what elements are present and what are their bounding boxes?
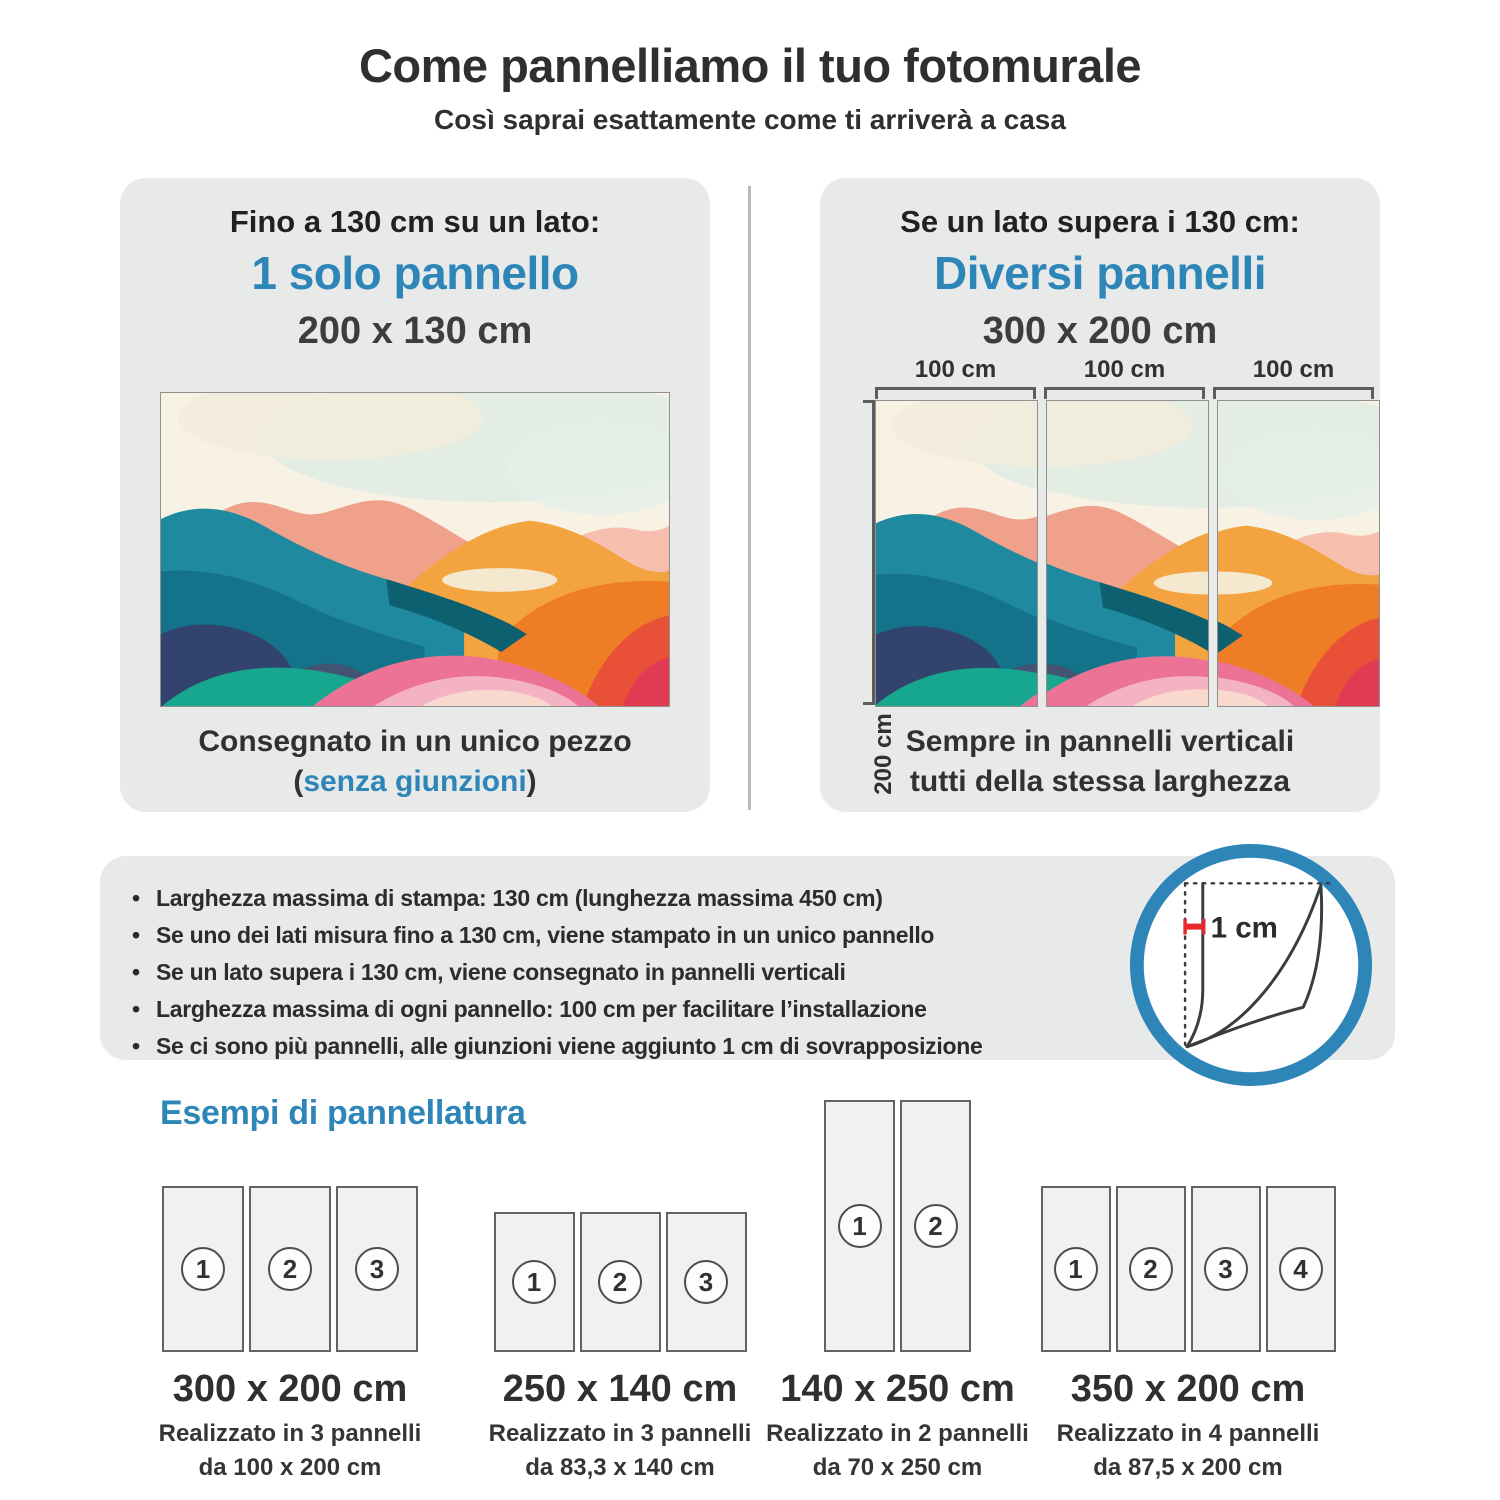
example-caption-line1: Realizzato in 2 pannelli bbox=[766, 1420, 1029, 1447]
dimension-line bbox=[1213, 387, 1374, 402]
mural-preview-split bbox=[875, 400, 1380, 707]
panel-number-badge: 1 bbox=[837, 1204, 882, 1248]
panel-number-badge: 2 bbox=[598, 1260, 642, 1304]
example-panel: 2 bbox=[900, 1100, 971, 1352]
example-panel-row: 1 2 bbox=[745, 1100, 1050, 1352]
example-panel-row: 1 2 3 4 bbox=[1028, 1100, 1348, 1352]
mural-preview-single bbox=[160, 392, 670, 707]
rule-item: Larghezza massima di stampa: 130 cm (lun… bbox=[130, 880, 1395, 917]
example-size: 140 x 250 cm bbox=[780, 1368, 1015, 1410]
overlap-label: 1 cm bbox=[1211, 911, 1278, 944]
caption-line2: tutti della stessa larghezza bbox=[909, 765, 1291, 798]
single-panel-caption: Consegnato in un unico pezzo (senza giun… bbox=[120, 722, 710, 802]
rule-item: Se ci sono più pannelli, alle giunzioni … bbox=[130, 1028, 1395, 1065]
panel-number-badge: 2 bbox=[268, 1247, 312, 1291]
single-panel-size: 200 x 130 cm bbox=[297, 310, 533, 352]
example-panel: 1 bbox=[824, 1100, 895, 1352]
example-caption-line2: da 83,3 x 140 cm bbox=[525, 1454, 715, 1481]
caption-paren-open: ( bbox=[293, 765, 304, 798]
example-panel: 2 bbox=[1115, 1186, 1186, 1352]
vertical-divider bbox=[748, 186, 751, 810]
panel-number-badge: 2 bbox=[1128, 1247, 1173, 1291]
multi-panel-highlight: Diversi pannelli bbox=[933, 247, 1267, 299]
dimension-line bbox=[875, 387, 1036, 402]
example-caption-line2: da 70 x 250 cm bbox=[812, 1454, 983, 1481]
example-group-2: 1 2 3 250 x 140 cm Realizzato in 3 panne… bbox=[460, 1100, 780, 1483]
example-panel: 3 bbox=[336, 1186, 418, 1352]
example-group-3: 1 2 140 x 250 cm Realizzato in 2 pannell… bbox=[745, 1100, 1050, 1483]
example-size: 250 x 140 cm bbox=[502, 1368, 738, 1410]
width-dimension-label: 100 cm bbox=[1083, 356, 1166, 383]
watercolor-artwork-slice bbox=[1218, 401, 1379, 706]
width-dimension-label: 100 cm bbox=[1252, 356, 1335, 383]
example-panel: 1 bbox=[1040, 1186, 1111, 1352]
example-panel: 2 bbox=[579, 1212, 661, 1352]
panel-number-badge: 4 bbox=[1278, 1247, 1323, 1291]
example-panel: 1 bbox=[162, 1186, 244, 1352]
example-panel: 3 bbox=[1190, 1186, 1261, 1352]
example-caption-line2: da 100 x 200 cm bbox=[198, 1454, 382, 1481]
panel-slice-2 bbox=[1046, 400, 1209, 707]
watercolor-artwork bbox=[161, 393, 669, 706]
watercolor-artwork-slice bbox=[1047, 401, 1208, 706]
example-panel: 3 bbox=[665, 1212, 747, 1352]
watercolor-artwork-slice bbox=[876, 401, 1037, 706]
rule-item: Larghezza massima di ogni pannello: 100 … bbox=[130, 991, 1395, 1028]
panel-number-badge: 1 bbox=[1053, 1247, 1098, 1291]
example-group-4: 1 2 3 4 350 x 200 cm Realizzato in 4 pan… bbox=[1028, 1100, 1348, 1483]
page-curl-icon: 1 cm bbox=[1129, 843, 1373, 1087]
example-caption-line1: Realizzato in 3 pannelli bbox=[488, 1420, 752, 1447]
example-panel: 4 bbox=[1265, 1186, 1336, 1352]
panel-number-badge: 2 bbox=[913, 1204, 958, 1248]
panel-slice-1 bbox=[875, 400, 1038, 707]
caption-paren-close: ) bbox=[526, 765, 537, 798]
panel-number-badge: 1 bbox=[181, 1247, 225, 1291]
single-panel-box: Fino a 130 cm su un lato: 1 solo pannell… bbox=[120, 178, 710, 812]
example-panel-row: 1 2 3 bbox=[460, 1100, 780, 1352]
rules-list: Larghezza massima di stampa: 130 cm (lun… bbox=[100, 856, 1395, 1065]
example-group-1: 1 2 3 300 x 200 cm Realizzato in 3 panne… bbox=[130, 1100, 450, 1483]
example-panel: 1 bbox=[493, 1212, 575, 1352]
width-dimension-3: 100 cm bbox=[1213, 356, 1374, 402]
width-dimension-2: 100 cm bbox=[1044, 356, 1205, 402]
page-subtitle: Così saprai esattamente come ti arriverà… bbox=[434, 104, 1066, 135]
multi-panel-caption: Sempre in pannelli verticali tutti della… bbox=[820, 722, 1380, 802]
single-panel-heading: Fino a 130 cm su un lato: bbox=[229, 204, 601, 239]
examples-heading: Esempi di pannellatura bbox=[160, 1094, 526, 1132]
caption-highlight: senza giunzioni bbox=[303, 765, 527, 798]
page-title: Come pannelliamo il tuo fotomurale bbox=[358, 39, 1142, 92]
rule-item: Se un lato supera i 130 cm, viene conseg… bbox=[130, 954, 1395, 991]
multi-panel-size: 300 x 200 cm bbox=[982, 310, 1218, 352]
example-caption-line1: Realizzato in 3 pannelli bbox=[158, 1420, 422, 1447]
dimension-line bbox=[1044, 387, 1205, 402]
width-dimension-row: 100 cm 100 cm 100 cm bbox=[875, 356, 1374, 402]
caption-line1: Sempre in pannelli verticali bbox=[905, 725, 1295, 758]
height-dimension-line: 200 cm bbox=[860, 400, 897, 795]
overlap-diagram: 1 cm bbox=[1128, 842, 1374, 1088]
width-dimension-label: 100 cm bbox=[914, 356, 997, 383]
single-panel-highlight: 1 solo pannello bbox=[251, 247, 579, 299]
multi-panel-heading: Se un lato supera i 130 cm: bbox=[900, 204, 1300, 239]
panel-number-badge: 3 bbox=[1203, 1247, 1248, 1291]
panel-number-badge: 3 bbox=[355, 1247, 399, 1291]
panel-slice-3 bbox=[1217, 400, 1380, 707]
example-caption-line1: Realizzato in 4 pannelli bbox=[1056, 1420, 1320, 1447]
multi-panel-box: Se un lato supera i 130 cm: Diversi pann… bbox=[820, 178, 1380, 812]
width-dimension-1: 100 cm bbox=[875, 356, 1036, 402]
example-panel-row: 1 2 3 bbox=[130, 1100, 450, 1352]
example-size: 350 x 200 cm bbox=[1070, 1368, 1306, 1410]
example-panel: 2 bbox=[249, 1186, 331, 1352]
overlap-measure-marker bbox=[1183, 918, 1206, 935]
panel-number-badge: 1 bbox=[512, 1260, 556, 1304]
panel-number-badge: 3 bbox=[684, 1260, 728, 1304]
example-caption-line2: da 87,5 x 200 cm bbox=[1093, 1454, 1283, 1481]
example-size: 300 x 200 cm bbox=[172, 1368, 408, 1410]
rule-item: Se uno dei lati misura fino a 130 cm, vi… bbox=[130, 917, 1395, 954]
caption-line1: Consegnato in un unico pezzo bbox=[198, 725, 632, 758]
